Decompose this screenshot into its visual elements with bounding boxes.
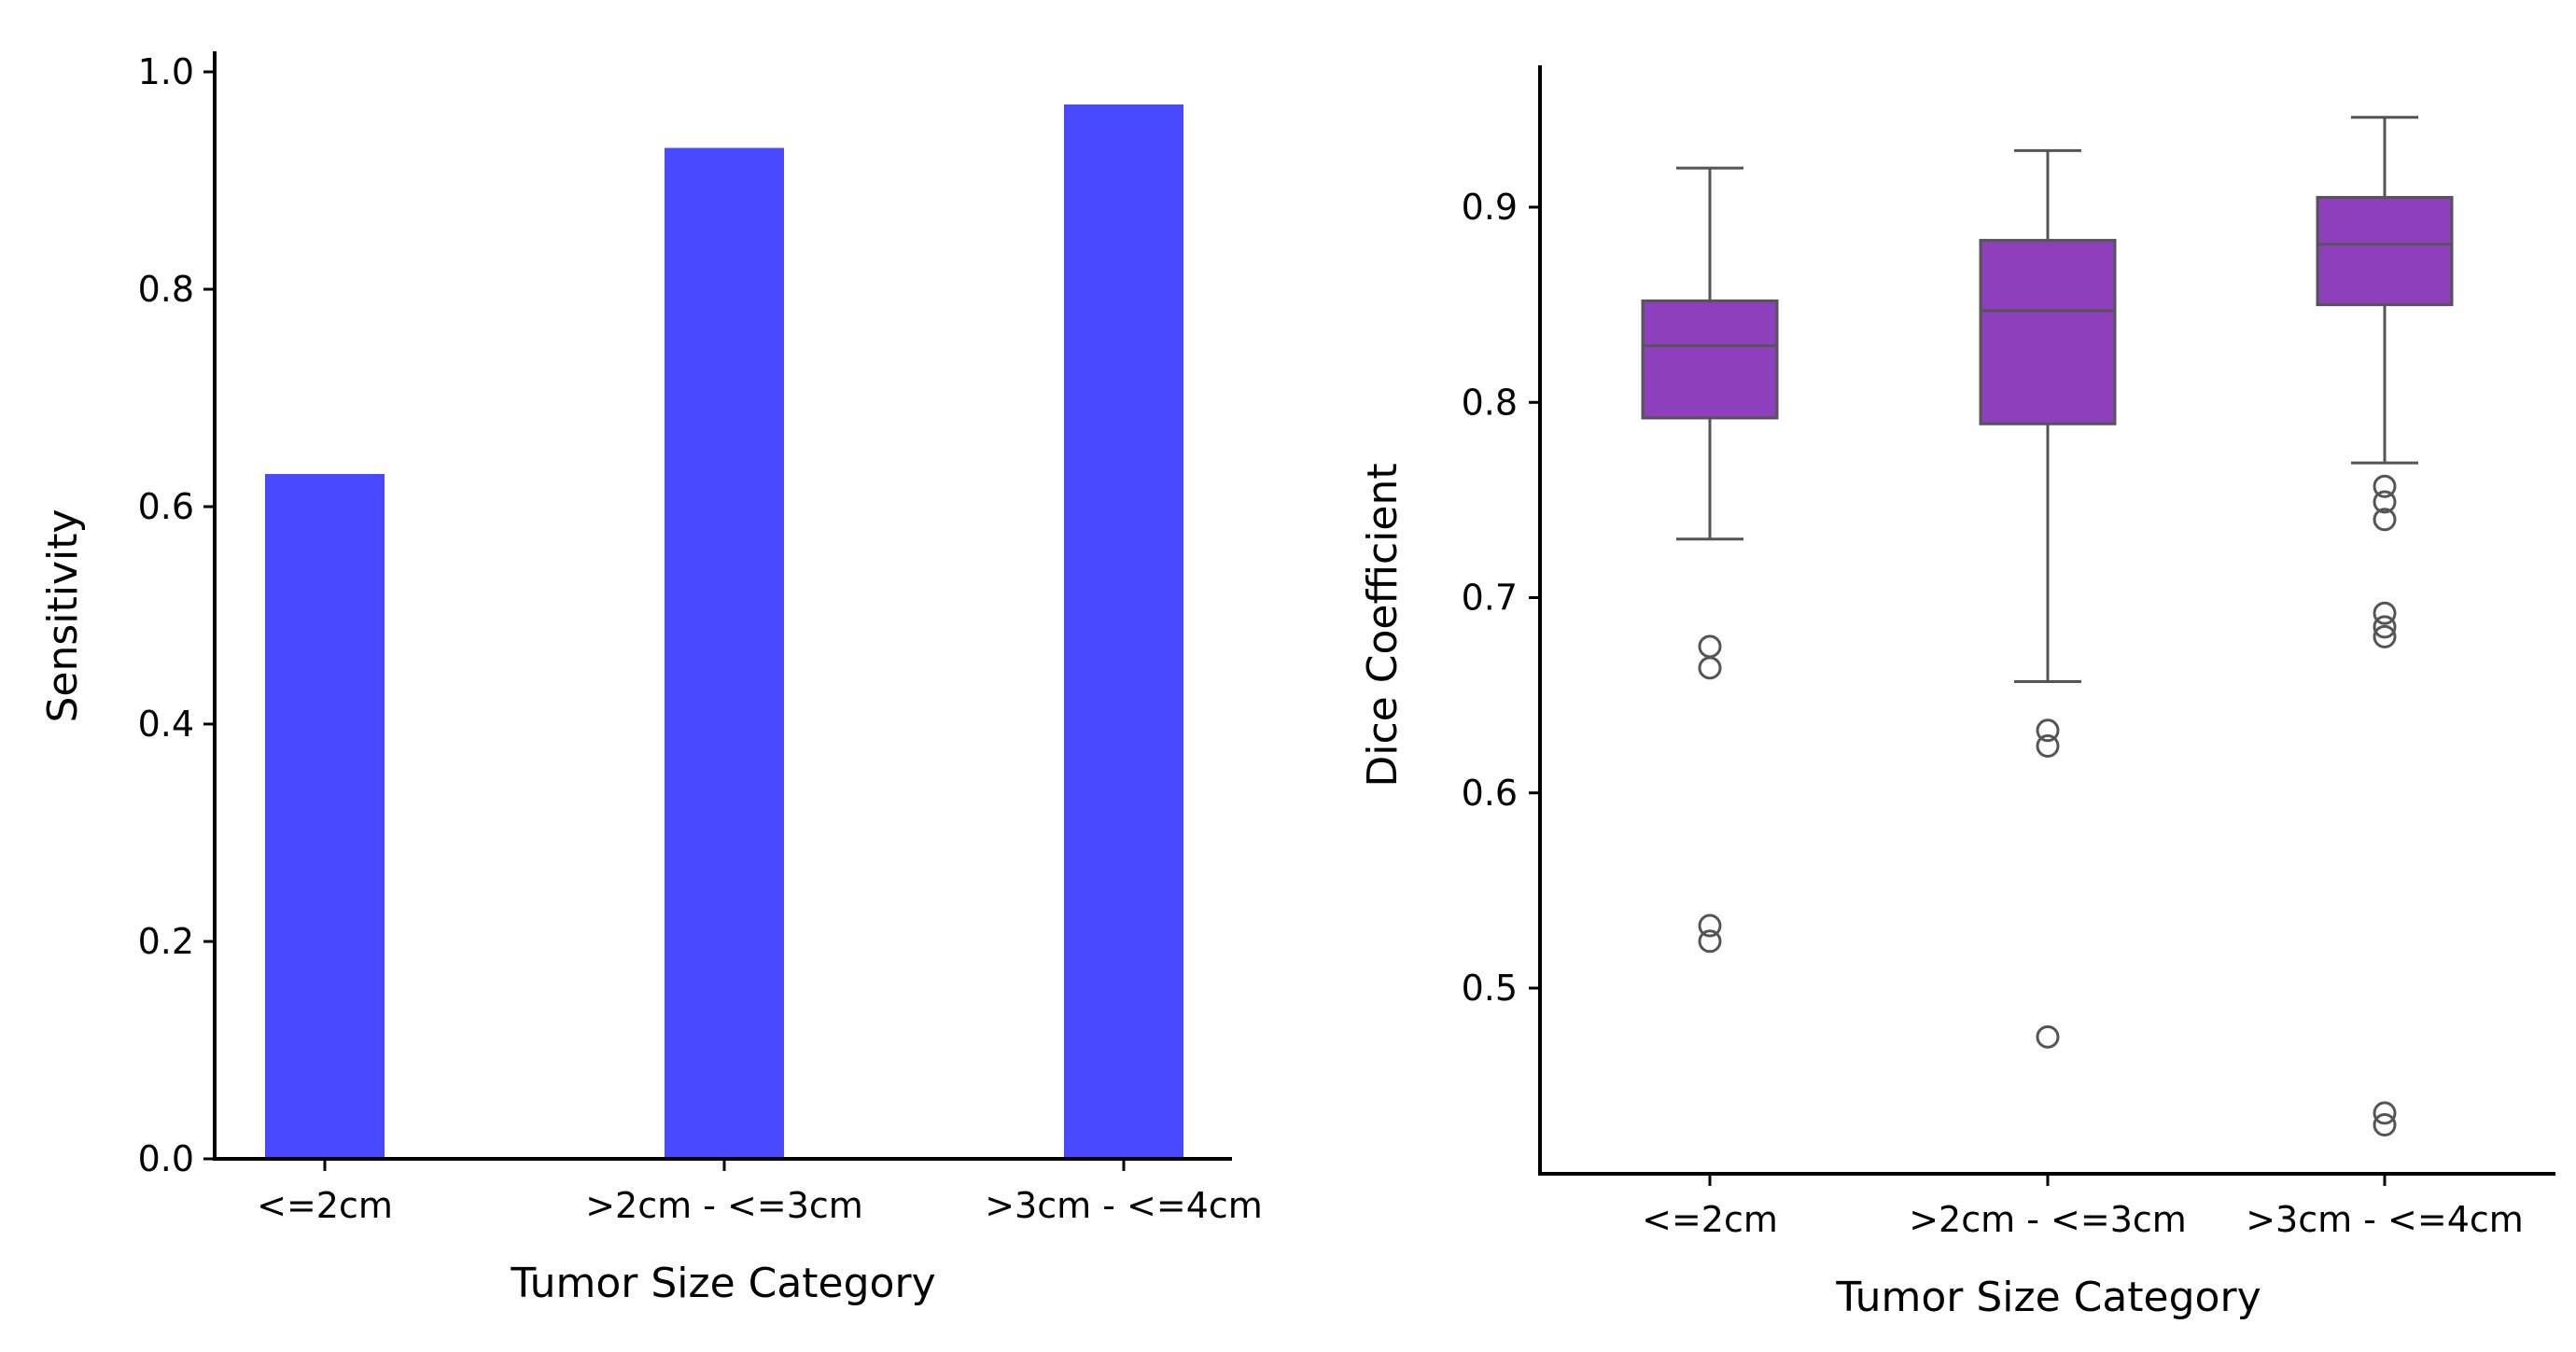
bar-y-tick-label: 0.2: [138, 921, 194, 962]
box-iqr: [1641, 299, 1779, 420]
box-y-tick-label: 0.6: [1462, 773, 1518, 814]
box-outlier: [2036, 718, 2060, 743]
box-x-axis-label: Tumor Size Category: [1835, 1274, 2261, 1321]
box-outlier: [2373, 601, 2397, 625]
dice-box-plot: 0.5 0.6 0.7 0.8 0.9 <=2cm >2cm - <=3cm >3cm - …: [1359, 65, 2555, 1321]
bar-0: [265, 474, 385, 1159]
box-outlier: [2036, 1024, 2060, 1049]
box-x-ticks: <=2cm >2cm - <=3cm >3cm - <=4cm: [1642, 1174, 2524, 1240]
box-y-axis-label: Dice Coefficient: [1359, 463, 1407, 787]
bar-2: [1064, 104, 1183, 1160]
box-iqr: [1979, 239, 2117, 425]
box-x-tick-label: >3cm - <=4cm: [2246, 1199, 2524, 1240]
box-outlier: [1698, 634, 1722, 659]
box-y-tick-label: 0.9: [1462, 187, 1518, 228]
bar-1: [665, 147, 784, 1159]
bar-x-axis-label: Tumor Size Category: [510, 1260, 935, 1307]
bar-y-tick-label: 0.8: [138, 269, 194, 310]
sensitivity-bar-chart: 0.0 0.2 0.4 0.6 0.8 1.0 <=2cm >2cm - <=3cm >3cm…: [39, 51, 1263, 1307]
box-outlier: [2373, 508, 2397, 532]
box-x-tick-label: >2cm - <=3cm: [1909, 1199, 2187, 1240]
bar-x-tick-label: >3cm - <=4cm: [985, 1185, 1263, 1226]
box-y-tick-label: 0.5: [1462, 968, 1518, 1009]
bar-y-tick-label: 0.6: [138, 486, 194, 527]
box-outlier: [1698, 929, 1722, 954]
box-outlier: [1698, 656, 1722, 680]
bar-y-axis-label: Sensitivity: [39, 509, 87, 722]
box-iqr: [2316, 196, 2454, 307]
box-group-2: [2316, 116, 2454, 1136]
box-outlier: [1698, 913, 1722, 938]
box-outlier: [2373, 1101, 2397, 1125]
box-y-tick-label: 0.8: [1462, 382, 1518, 423]
box-outlier: [2036, 734, 2060, 759]
bar-y-tick-label: 0.0: [138, 1138, 194, 1179]
bar-y-tick-label: 1.0: [138, 51, 194, 92]
box-outlier: [2373, 615, 2397, 639]
box-group-0: [1641, 166, 1779, 954]
box-outlier: [2373, 1112, 2397, 1136]
box-outlier: [2373, 490, 2397, 514]
bar-series: [265, 104, 1183, 1160]
box-group-1: [1979, 148, 2117, 1049]
box-outlier: [2373, 474, 2397, 498]
box-y-ticks: 0.5 0.6 0.7 0.8 0.9: [1462, 187, 1540, 1009]
box-outlier: [2373, 624, 2397, 648]
box-series: [1641, 116, 2454, 1136]
bar-x-tick-label: >2cm - <=3cm: [585, 1185, 863, 1226]
box-y-tick-label: 0.7: [1462, 578, 1518, 619]
bar-x-ticks: <=2cm >2cm - <=3cm >3cm - <=4cm: [257, 1159, 1263, 1226]
bar-y-tick-label: 0.4: [138, 704, 194, 745]
box-x-tick-label: <=2cm: [1642, 1199, 1778, 1240]
bar-y-ticks: 0.0 0.2 0.4 0.6 0.8 1.0: [138, 51, 215, 1179]
bar-x-tick-label: <=2cm: [257, 1185, 393, 1226]
